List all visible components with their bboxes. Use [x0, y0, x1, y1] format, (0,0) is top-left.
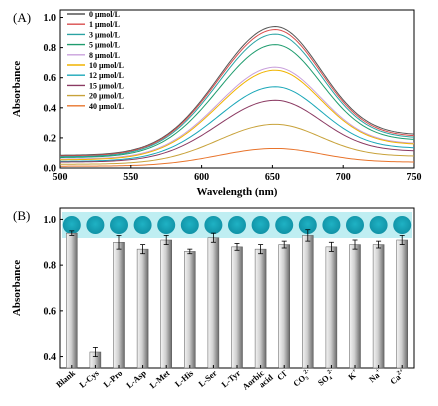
- y-axis-title-a: Absorbance: [11, 61, 23, 117]
- solution-well: [62, 216, 81, 234]
- bar: [207, 237, 220, 369]
- x-tick-label: 500: [53, 172, 68, 183]
- legend-entry: 8 μmol/L: [89, 51, 120, 60]
- solution-well: [86, 216, 105, 234]
- category-label: L-Pro: [101, 368, 124, 390]
- category-labels: Blank L-Cys L-Pro L-Asp L-Met L-His L-Ser L-Tyr…: [54, 365, 408, 398]
- y-tick-label: 0.6: [44, 306, 57, 317]
- bar: [349, 244, 361, 369]
- x-tick-label: 700: [336, 172, 351, 183]
- spectrum-line-9: [60, 147, 415, 167]
- legend-entry: 12 μmol/L: [89, 71, 124, 80]
- x-tick-label: 600: [194, 172, 209, 183]
- spectrum-line-6: [59, 86, 415, 162]
- panel-label-b: (B): [13, 208, 30, 223]
- legend-entry: 0 μmol/L: [89, 10, 120, 19]
- category-label: Blank: [54, 368, 77, 390]
- spectrum-line-3: [59, 44, 415, 158]
- y-tick-label: 0.8: [44, 261, 57, 272]
- spectrum-line-4: [59, 66, 415, 160]
- y-tick-label: 0.8: [44, 43, 57, 54]
- category-label: Cl-: [275, 368, 289, 382]
- category-label: CO₃2-: [291, 368, 313, 389]
- x-tick-label: 550: [123, 172, 138, 183]
- bar: [254, 248, 267, 369]
- axis-ticks-b: 0.4 0.6 0.8 1.0: [44, 215, 63, 363]
- legend-entry: 40 μmol/L: [89, 102, 124, 111]
- y-axis-title-b: Absorbance: [11, 260, 23, 316]
- bar: [231, 246, 243, 369]
- y-tick-label: 0.6: [44, 73, 57, 84]
- spectrum-line-0: [59, 26, 415, 156]
- solution-well: [133, 216, 152, 234]
- solution-photo-inset: [62, 212, 412, 238]
- absorbance-spectra-chart: (A) 500 550 600 650 700 750 0.0 0.2 0.4 0.6 0.8 1.0…: [11, 9, 422, 198]
- solution-well: [346, 216, 364, 234]
- solution-well: [369, 216, 388, 234]
- legend-entry: 3 μmol/L: [89, 30, 120, 39]
- category-label: Na+: [367, 368, 384, 385]
- axis-ticks-a: 500 550 600 650 700 750 0.0 0.2 0.4 0.6 0.8 1.0: [44, 13, 422, 183]
- category-label: Aorbicacid: [240, 365, 275, 398]
- solution-well: [110, 216, 128, 234]
- y-tick-label: 0.4: [44, 103, 57, 114]
- x-tick-label: 750: [407, 172, 422, 183]
- category-label: L-Ser: [196, 368, 219, 389]
- bar: [184, 251, 196, 369]
- bars: [66, 229, 408, 369]
- legend-entry: 1 μmol/L: [89, 20, 120, 29]
- bar: [396, 239, 408, 369]
- plot-area-a: [59, 9, 415, 169]
- spectrum-line-5: [59, 69, 415, 161]
- category-label: L-Asp: [124, 368, 148, 390]
- solution-well: [275, 216, 294, 234]
- bar: [160, 239, 172, 369]
- category-label: L-Met: [147, 368, 171, 391]
- spectrum-line-8: [59, 123, 415, 165]
- x-axis-title: Wavelength (nm): [197, 186, 278, 198]
- bar: [302, 235, 314, 369]
- category-label: L-Tyr: [219, 368, 242, 390]
- legend-entry: 5 μmol/L: [89, 41, 120, 50]
- solution-well: [298, 216, 317, 234]
- bar: [278, 244, 290, 369]
- bar: [66, 232, 78, 369]
- solution-well: [228, 216, 246, 234]
- solution-well: [157, 216, 176, 234]
- solution-well: [204, 216, 223, 234]
- spectra-curves: [59, 26, 415, 167]
- solution-well: [322, 216, 341, 234]
- solution-well: [393, 216, 412, 234]
- category-label: Ca2+: [388, 368, 408, 387]
- y-tick-label: 1.0: [44, 13, 57, 24]
- spectrum-line-1: [59, 29, 415, 157]
- legend-entry: 10 μmol/L: [89, 61, 124, 70]
- solution-well: [251, 216, 270, 234]
- panel-label-a: (A): [13, 10, 31, 25]
- spectrum-line-2: [59, 33, 415, 158]
- y-tick-label: 0.2: [44, 133, 57, 144]
- spectrum-line-7: [59, 99, 415, 163]
- legend-entry: 15 μmol/L: [89, 81, 124, 90]
- category-label: SO₄2-: [316, 368, 337, 388]
- legend-entry: 20 μmol/L: [89, 92, 124, 101]
- category-label: K+: [346, 368, 361, 382]
- solution-well: [180, 216, 199, 234]
- category-label: L-Cys: [77, 367, 101, 389]
- legend: 0 μmol/L1 μmol/L3 μmol/L 5 μmol/L8 μmol/L…: [67, 10, 124, 111]
- y-tick-label: 0.0: [44, 164, 57, 175]
- bar: [136, 248, 149, 369]
- bar: [372, 244, 385, 369]
- selectivity-bar-chart: (B) 0.4 0.6 0.8 1.0 Blank L-Cys L-Pro L-Asp L-M…: [11, 207, 415, 398]
- category-label: L-His: [173, 367, 196, 388]
- y-tick-label: 1.0: [44, 215, 57, 226]
- bar: [325, 246, 338, 369]
- x-tick-label: 650: [265, 172, 280, 183]
- y-tick-label: 0.4: [44, 352, 57, 363]
- bar: [113, 242, 125, 369]
